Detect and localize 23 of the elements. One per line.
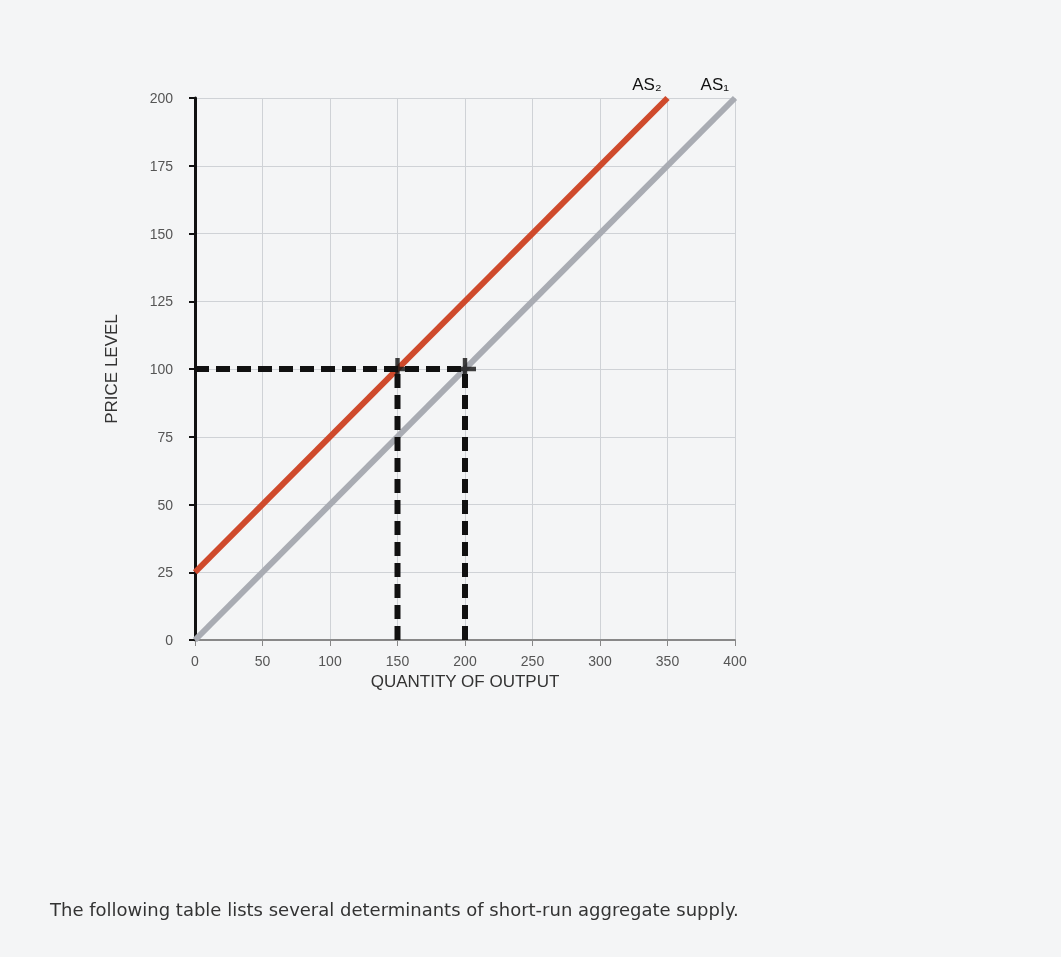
y-tick-label: 125 [149, 293, 174, 310]
y-axis-title: PRICE LEVEL [102, 314, 121, 424]
y-tick-label: 175 [149, 157, 174, 174]
x-tick-label: 250 [520, 653, 545, 669]
y-tick-label: 50 [157, 496, 174, 513]
y-tick-label: 100 [149, 361, 174, 377]
x-tick-label: 300 [588, 653, 612, 669]
text: The following table lists several determinants of short-run aggregate supply. [49, 898, 739, 920]
y-tick-label: 150 [149, 225, 174, 242]
series-label: AS₂ [632, 74, 662, 94]
x-tick-label: 350 [655, 653, 680, 669]
x-tick-label: 400 [723, 653, 747, 669]
x-tick-label: 50 [254, 653, 271, 669]
y-tick-label: 75 [157, 428, 174, 445]
x-tick-label: 150 [385, 653, 410, 669]
y-tick-label: 25 [157, 564, 174, 581]
y-tick-label: 0 [165, 632, 174, 648]
x-tick-label: 100 [318, 653, 342, 669]
x-tick-label: 0 [191, 653, 200, 669]
x-axis-title: QUANTITY OF OUTPUT [370, 671, 560, 691]
series-label: AS₁ [700, 74, 730, 94]
x-tick-label: 200 [453, 653, 477, 669]
y-tick-label: 200 [149, 90, 174, 106]
